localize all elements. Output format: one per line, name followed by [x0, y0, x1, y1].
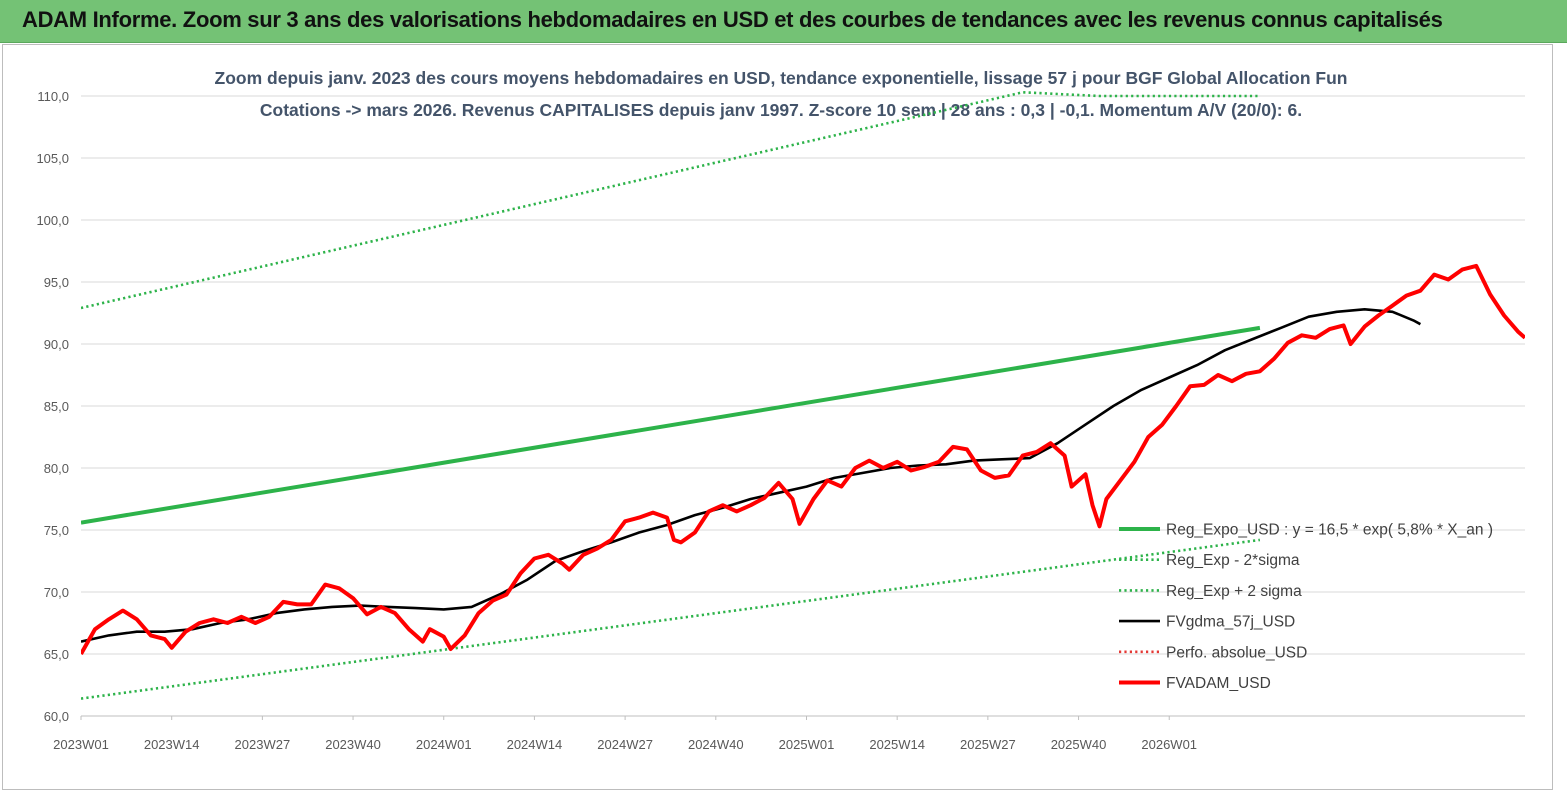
legend-fvgdma-label: FVgdma_57j_USD [1166, 614, 1295, 631]
plot-area [81, 91, 1525, 700]
chart-frame: Zoom depuis janv. 2023 des cours moyens … [2, 44, 1553, 790]
chart-title-line-2: Cotations -> mars 2026. Revenus CAPITALI… [260, 100, 1302, 120]
legend-reg-minus-label: Reg_Exp - 2*sigma [1166, 552, 1300, 569]
reg-expo-line [81, 325, 1261, 525]
x-tick-label: 2023W01 [53, 737, 109, 752]
y-tick-label: 60,0 [44, 709, 69, 724]
legend: Reg_Expo_USD : y = 16,5 * exp( 5,8% * X_… [1119, 522, 1493, 692]
report-title: ADAM Informe. Zoom sur 3 ans des valoris… [22, 7, 1443, 32]
x-tick-label: 2023W40 [325, 737, 381, 752]
report-banner: ADAM Informe. Zoom sur 3 ans des valoris… [0, 0, 1567, 43]
y-tick-label: 70,0 [44, 585, 69, 600]
reg-plus-2sigma-line [81, 91, 1260, 310]
x-tick-label: 2024W27 [597, 737, 653, 752]
x-tick-label: 2023W14 [144, 737, 200, 752]
x-tick-label: 2026W01 [1141, 737, 1197, 752]
y-tick-label: 65,0 [44, 647, 69, 662]
y-tick-label: 75,0 [44, 523, 69, 538]
x-tick-label: 2025W14 [869, 737, 925, 752]
legend-perfo-label: Perfo. absolue_USD [1166, 644, 1307, 661]
x-tick-label: 2024W40 [688, 737, 744, 752]
y-axis: 60,0 65,0 70,0 75,0 80,0 85,0 90,0 95,0 100,0 105… [36, 89, 69, 724]
y-tick-label: 110,0 [37, 89, 69, 104]
y-tick-label: 95,0 [44, 275, 69, 290]
legend-fvadam-label: FVADAM_USD [1166, 675, 1271, 692]
y-tick-label: 105,0 [36, 151, 69, 166]
fvadam-line [81, 263, 1525, 655]
x-axis: 2023W01 2023W14 2023W27 2023W40 2024W01 2024W… [53, 715, 1525, 752]
chart-title-line-1: Zoom depuis janv. 2023 des cours moyens … [215, 68, 1348, 88]
x-tick-label: 2024W01 [416, 737, 472, 752]
x-tick-label: 2025W01 [779, 737, 835, 752]
legend-reg-expo-label: Reg_Expo_USD : y = 16,5 * exp( 5,8% * X_… [1166, 522, 1493, 539]
x-tick-label: 2025W40 [1051, 737, 1107, 752]
x-tick-label: 2025W27 [960, 737, 1016, 752]
y-tick-label: 85,0 [44, 399, 69, 414]
x-tick-label: 2024W14 [507, 737, 563, 752]
y-tick-label: 90,0 [44, 337, 69, 352]
x-tick-label: 2023W27 [235, 737, 291, 752]
reg-minus-2sigma-line [81, 538, 1261, 700]
y-tick-label: 100,0 [36, 213, 69, 228]
y-tick-label: 80,0 [44, 461, 69, 476]
line-chart: Zoom depuis janv. 2023 des cours moyens … [36, 68, 1525, 752]
legend-reg-plus-label: Reg_Exp + 2 sigma [1166, 583, 1302, 600]
gridlines [81, 95, 1525, 717]
